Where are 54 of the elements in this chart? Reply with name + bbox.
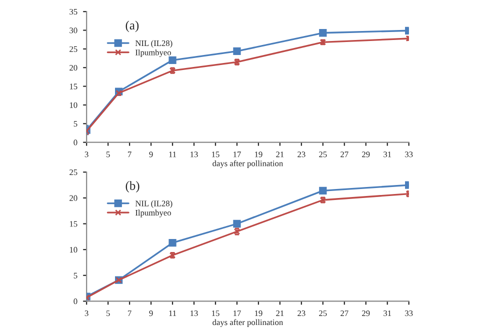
x-tick-label: 3 [84, 310, 88, 316]
x-tick-label: 13 [190, 152, 198, 158]
x-tick-label: 25 [319, 310, 327, 316]
y-tick-label: 25 [70, 46, 78, 52]
y-tick-label: 20 [70, 64, 78, 71]
x-tick-label: 7 [128, 310, 132, 316]
x-tick-label: 5 [106, 310, 110, 316]
x-tick-label: 29 [362, 310, 370, 316]
x-tick-label: 15 [212, 152, 220, 158]
x-tick-label: 25 [319, 152, 327, 158]
x-tick-label: 23 [298, 152, 306, 158]
x-axis-title: days after pollination [212, 319, 283, 327]
x-tick-label: 7 [128, 152, 132, 158]
y-tick-label: 5 [74, 121, 78, 127]
y-tick-label: 30 [70, 28, 78, 34]
y-tick-label: 20 [70, 195, 78, 201]
legend-label: Ilpumbyeo [135, 49, 171, 58]
legend-label: Ilpumbyeo [135, 210, 171, 218]
x-tick-label: 11 [169, 152, 176, 158]
x-tick-label: 15 [212, 310, 220, 316]
x-tick-label: 31 [384, 310, 392, 316]
y-tick-label: 10 [70, 102, 78, 108]
text: (b) [126, 181, 140, 192]
x-tick-label: 27 [340, 152, 348, 158]
legend-label: NIL (IL28) [135, 200, 172, 208]
x-tick-label: 29 [362, 152, 370, 158]
text: (a) [126, 20, 139, 32]
y-tick-label: 15 [70, 84, 78, 90]
y-tick-label: 25 [70, 169, 78, 176]
x-tick-label: 17 [234, 152, 241, 158]
y-tick-label: 10 [70, 246, 78, 253]
x-tick-label: 13 [190, 310, 198, 316]
y-tick-label: 15 [70, 221, 78, 227]
y-tick-label: 35 [70, 8, 78, 15]
x-tick-label: 9 [149, 152, 153, 158]
x-tick-label: 31 [384, 152, 392, 158]
x-tick-label: 33 [405, 310, 413, 316]
x-tick-label: 17 [234, 310, 241, 316]
x-tick-label: 21 [276, 152, 284, 158]
legend-label: NIL (IL28) [135, 40, 172, 48]
x-tick-label: 23 [298, 310, 306, 316]
x-tick-label: 27 [340, 310, 348, 316]
x-tick-label: 5 [106, 152, 110, 158]
y-tick-label: 5 [74, 272, 78, 278]
x-tick-label: 3 [84, 152, 88, 158]
x-tick-label: 11 [169, 310, 176, 316]
y-tick-label: 0 [74, 298, 78, 304]
x-tick-label: 19 [255, 310, 262, 316]
x-tick-label: 21 [276, 310, 284, 316]
y-tick-label: 0 [74, 140, 78, 146]
x-axis-title: days after pollination [212, 160, 283, 168]
x-tick-label: 33 [405, 152, 413, 158]
x-tick-label: 9 [149, 310, 153, 316]
x-tick-label: 19 [255, 152, 262, 158]
